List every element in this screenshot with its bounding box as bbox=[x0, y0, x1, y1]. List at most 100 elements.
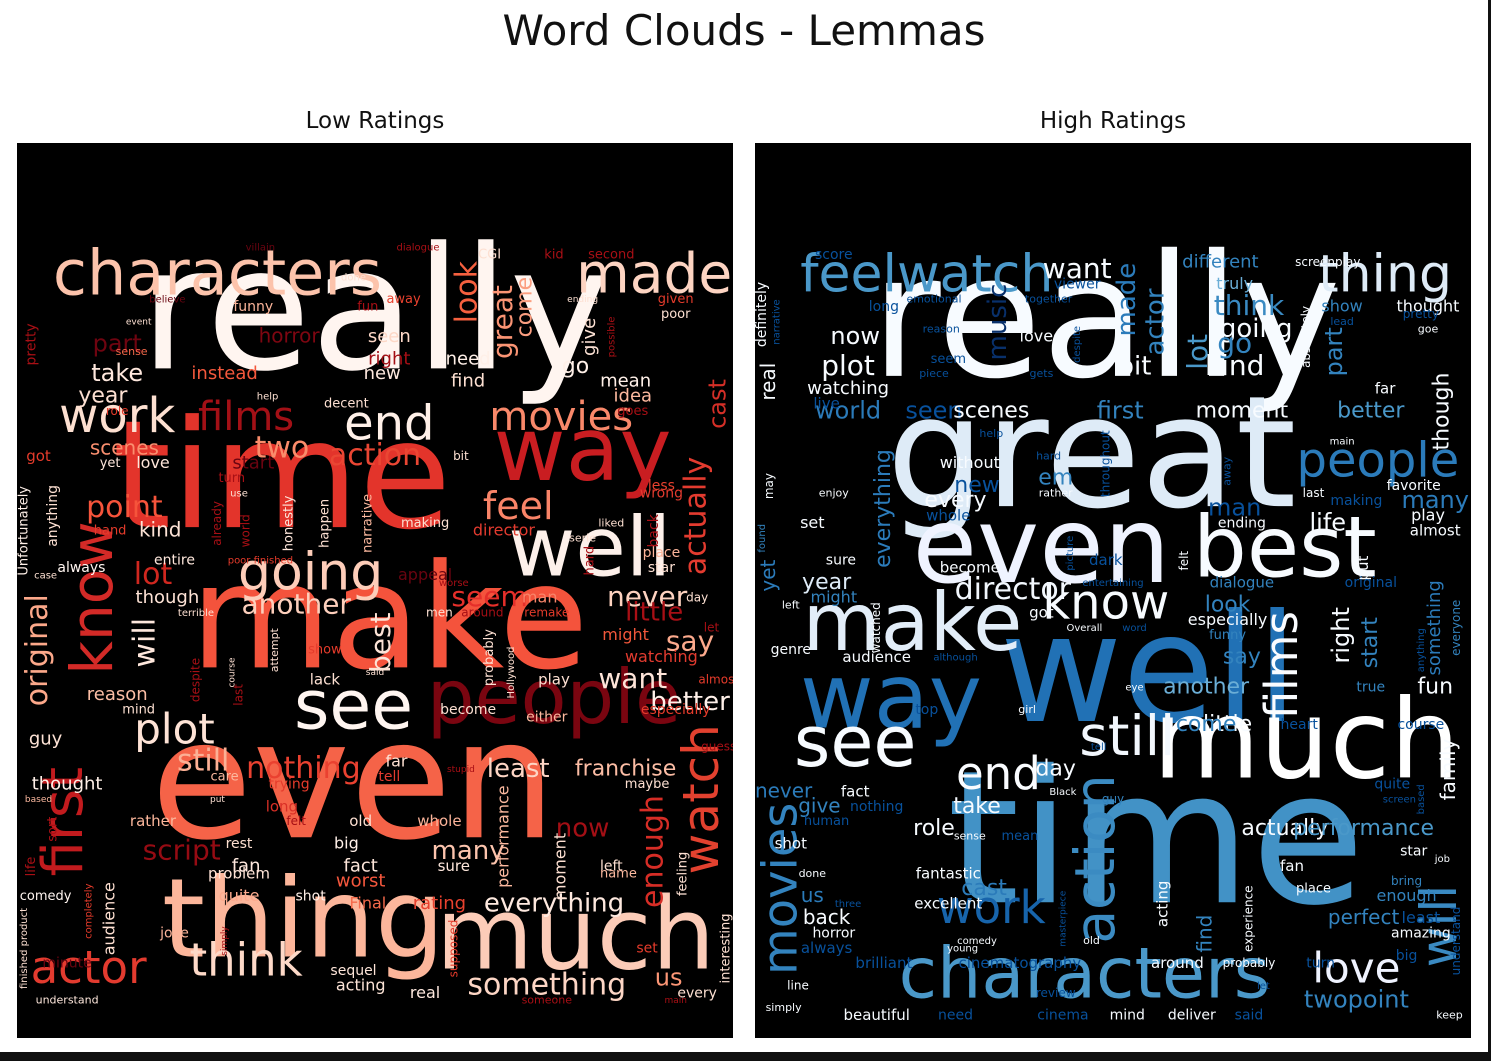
word-cast: cast bbox=[704, 379, 732, 429]
word-excellent: excellent bbox=[914, 894, 982, 912]
word-set: set bbox=[636, 941, 658, 957]
word-last: last bbox=[1303, 486, 1325, 500]
word-yet: yet bbox=[756, 559, 780, 591]
word-even: even bbox=[151, 684, 556, 876]
word-many: many bbox=[1401, 486, 1469, 514]
word-people: people bbox=[1297, 433, 1460, 489]
word-throughout: throughout bbox=[1098, 430, 1112, 497]
word-lead: lead bbox=[1330, 315, 1354, 328]
word-sense: sense bbox=[116, 345, 148, 358]
word-left: left bbox=[782, 598, 801, 611]
word-fact: fact bbox=[344, 856, 378, 877]
word-human: human bbox=[804, 814, 849, 829]
word-take: take bbox=[953, 794, 1001, 819]
word-girl: girl bbox=[1018, 703, 1036, 716]
word-second: second bbox=[588, 247, 634, 262]
word-fan: fan bbox=[1280, 857, 1304, 875]
word-old: old bbox=[349, 812, 372, 830]
word-goes: goes bbox=[617, 404, 648, 419]
word-quite: quite bbox=[1374, 776, 1410, 792]
word-role: role bbox=[913, 816, 955, 841]
word-hard: hard bbox=[1036, 449, 1061, 462]
word-cinematography: cinematography bbox=[958, 954, 1081, 972]
word-top: top bbox=[915, 702, 938, 718]
word-star: star bbox=[648, 560, 675, 576]
word-movies: movies bbox=[489, 394, 633, 440]
word-maybe: maybe bbox=[625, 777, 670, 792]
word-use: use bbox=[230, 489, 248, 500]
word-felt: felt bbox=[286, 814, 306, 828]
word-seen: seen bbox=[368, 326, 411, 347]
word-worse: worse bbox=[439, 578, 469, 589]
word-sure: sure bbox=[438, 857, 470, 875]
word-films: films bbox=[1255, 611, 1308, 719]
word-characters: characters bbox=[53, 236, 382, 309]
word-despite: despite bbox=[189, 658, 203, 702]
word-cast: cast bbox=[961, 876, 1007, 901]
word-attempt: attempt bbox=[268, 627, 281, 672]
word-emotional: emotional bbox=[906, 293, 961, 306]
word-villain: villain bbox=[246, 242, 276, 253]
word-worst: worst bbox=[336, 870, 386, 891]
word-either: either bbox=[526, 709, 567, 725]
word-man: man bbox=[1208, 494, 1261, 522]
word-given: given bbox=[658, 292, 694, 307]
word-favorite: favorite bbox=[1387, 478, 1441, 494]
low-ratings-title: Low Ratings bbox=[305, 108, 445, 134]
word-word: word bbox=[1122, 623, 1147, 634]
word-now: now bbox=[556, 814, 610, 844]
word-already: already bbox=[210, 501, 224, 546]
word-felt: felt bbox=[1177, 551, 1191, 571]
word-long: long bbox=[869, 299, 899, 315]
window-bottom-edge bbox=[0, 1052, 1491, 1061]
word-going: going bbox=[1220, 314, 1293, 344]
word-although: although bbox=[933, 653, 977, 664]
word-dark: dark bbox=[1089, 551, 1123, 569]
word-big: big bbox=[334, 834, 359, 853]
word-together: together bbox=[1025, 293, 1073, 306]
word-thought: thought bbox=[1397, 297, 1460, 316]
word-viewer: viewer bbox=[1054, 277, 1101, 293]
word-far: far bbox=[385, 752, 407, 771]
word-audience: audience bbox=[842, 648, 911, 666]
word-new: new bbox=[954, 473, 999, 498]
word-help: help bbox=[257, 392, 279, 403]
word-terrible: terrible bbox=[178, 608, 214, 619]
word-made: made bbox=[1112, 263, 1142, 337]
word-liked: liked bbox=[598, 516, 624, 529]
word-probably: probably bbox=[1223, 956, 1276, 970]
word-love: love bbox=[1312, 943, 1400, 992]
word-movies: movies bbox=[755, 803, 809, 975]
word-guess: guess bbox=[701, 740, 733, 754]
word-fun: fun bbox=[1417, 675, 1453, 700]
word-completely: completely bbox=[84, 883, 95, 938]
word-amazing: amazing bbox=[1391, 926, 1451, 942]
word-never: never bbox=[755, 778, 813, 802]
word-still: still bbox=[1079, 704, 1175, 768]
word-thing: thing bbox=[1318, 244, 1452, 304]
word-absolutely: absolutely bbox=[1299, 306, 1313, 368]
word-men: men bbox=[426, 605, 453, 619]
word-say: say bbox=[666, 625, 714, 658]
word-ending: ending bbox=[567, 295, 598, 305]
word-play: play bbox=[538, 671, 570, 689]
word-feeling: feeling bbox=[675, 852, 690, 896]
word-done: done bbox=[341, 272, 366, 283]
word-someone: someone bbox=[522, 994, 573, 1007]
word-idea: idea bbox=[614, 386, 653, 407]
word-course: course bbox=[1397, 717, 1444, 733]
word-put: put bbox=[210, 795, 225, 805]
word-better: better bbox=[650, 687, 730, 717]
word-least: least bbox=[487, 754, 550, 784]
word-based: based bbox=[1416, 784, 1427, 814]
word-will: will bbox=[1410, 885, 1468, 968]
word-performance: performance bbox=[493, 785, 512, 887]
word-least: least bbox=[1402, 908, 1441, 927]
word-dialogue: dialogue bbox=[1210, 574, 1274, 592]
word-name: name bbox=[600, 866, 637, 881]
low-ratings-word-cloud: really time make even thing much people well way… bbox=[17, 143, 733, 1038]
word-sequel: sequel bbox=[330, 963, 376, 979]
word-away: away bbox=[1221, 456, 1234, 485]
word-help: help bbox=[979, 427, 1003, 440]
